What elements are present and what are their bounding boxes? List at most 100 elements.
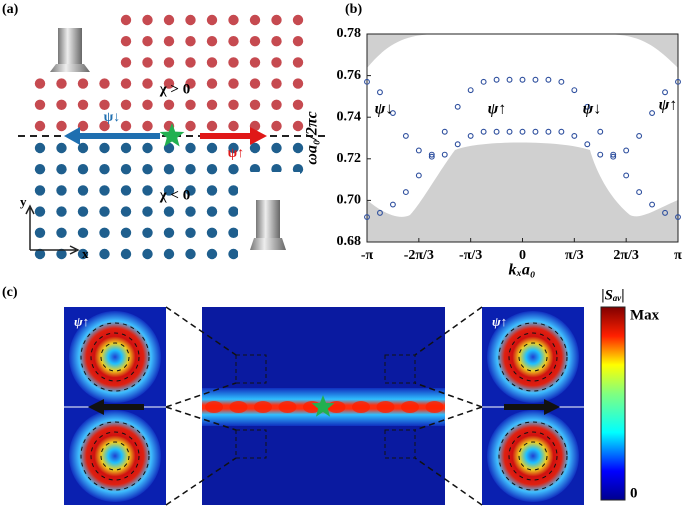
axis-arrows	[25, 204, 80, 255]
lattice-site	[142, 206, 153, 217]
lattice-site	[56, 248, 67, 260]
data-point	[454, 103, 461, 110]
vortex-flow	[100, 342, 130, 372]
lattice-site	[185, 36, 196, 47]
lattice-site	[185, 185, 196, 196]
data-point	[597, 151, 604, 158]
lattice-site	[99, 142, 110, 154]
vortex-flow	[508, 332, 558, 382]
lattice-site	[120, 99, 132, 111]
y-tick-label: 0.76	[337, 68, 362, 83]
vortex	[487, 311, 579, 403]
lattice-site	[163, 99, 175, 111]
lattice-site	[206, 14, 218, 26]
star	[159, 123, 185, 147]
lattice-site	[142, 57, 153, 68]
lattice-site	[206, 99, 218, 111]
field-lobe	[352, 401, 370, 413]
lattice-site	[206, 227, 218, 238]
vortex-flow	[90, 332, 140, 382]
lattice-site	[206, 78, 218, 89]
lattice-site	[99, 248, 110, 260]
lattice-site	[228, 78, 239, 89]
data-point	[428, 153, 435, 160]
y-tick-label: 0.74	[337, 109, 362, 124]
lattice-site	[99, 227, 110, 238]
lattice-site	[185, 57, 196, 68]
lattice-site	[163, 185, 175, 196]
lattice-site	[77, 164, 89, 175]
field-lobe	[229, 401, 248, 413]
data-point	[454, 141, 461, 148]
colorbar	[600, 306, 626, 501]
waveguide-icon	[256, 200, 280, 238]
lattice-site	[56, 120, 67, 132]
lattice-site	[185, 14, 196, 26]
data-point	[571, 132, 578, 139]
lattice-site	[34, 78, 46, 89]
field-lobe	[278, 401, 297, 413]
flow-arrow	[88, 399, 144, 415]
field-lobe	[254, 401, 272, 413]
panel-label: (b)	[345, 2, 362, 17]
lattice-site	[185, 164, 196, 175]
lattice-site	[228, 142, 239, 154]
lattice-site	[292, 36, 304, 47]
annotation: ψ↑	[659, 97, 678, 114]
data-point	[597, 128, 604, 135]
data-point	[493, 128, 500, 135]
data-point	[675, 78, 681, 85]
y-axis-label: ωa₀/2πc	[304, 111, 321, 164]
star	[311, 395, 335, 417]
data-point	[649, 201, 656, 208]
lattice-site	[34, 185, 46, 196]
lattice-site	[163, 142, 175, 154]
lattice-site	[56, 206, 67, 217]
data-point	[402, 189, 409, 196]
data-point	[377, 89, 383, 96]
zoom-lines	[165, 306, 483, 506]
lattice-site	[77, 206, 89, 217]
lattice-site	[77, 99, 89, 111]
bandgap	[367, 34, 678, 217]
lattice-site	[56, 142, 67, 154]
lattice-site	[206, 36, 218, 47]
vortex-flow	[80, 322, 150, 392]
lattice-site	[120, 185, 132, 196]
lattice-site	[120, 142, 132, 154]
data-point	[493, 76, 500, 83]
lattice-site	[120, 14, 132, 26]
data-point	[584, 103, 591, 110]
lattice-site	[99, 120, 110, 132]
data-point	[623, 147, 630, 154]
data-point	[415, 147, 422, 154]
data-point	[636, 189, 643, 196]
lattice-site	[206, 248, 218, 260]
lattice-site	[77, 142, 89, 154]
lattice-site	[271, 36, 282, 47]
lattice-site	[228, 99, 239, 111]
lattice-site	[56, 78, 67, 89]
data-point	[480, 78, 487, 85]
lattice-site	[99, 164, 110, 175]
lattice-site	[206, 57, 218, 68]
lattice-site	[271, 14, 282, 26]
x-axis-label: kₓa₀	[508, 262, 535, 279]
vortex	[69, 311, 161, 403]
data-point	[636, 132, 643, 139]
vortex-flow	[518, 441, 548, 471]
data-point	[558, 128, 565, 135]
flow-arrow	[504, 399, 560, 415]
data-point	[467, 132, 474, 139]
waveguide-base	[250, 238, 286, 250]
lattice-site	[185, 99, 196, 111]
lattice-site	[228, 164, 239, 175]
vortex-flow	[100, 441, 130, 471]
lattice-site	[228, 14, 239, 26]
lattice-site	[34, 99, 46, 111]
lattice-site	[142, 227, 153, 238]
data-point	[662, 89, 668, 96]
lattice-site	[271, 99, 282, 111]
lattice-site	[163, 36, 175, 47]
lattice-site	[99, 206, 110, 217]
